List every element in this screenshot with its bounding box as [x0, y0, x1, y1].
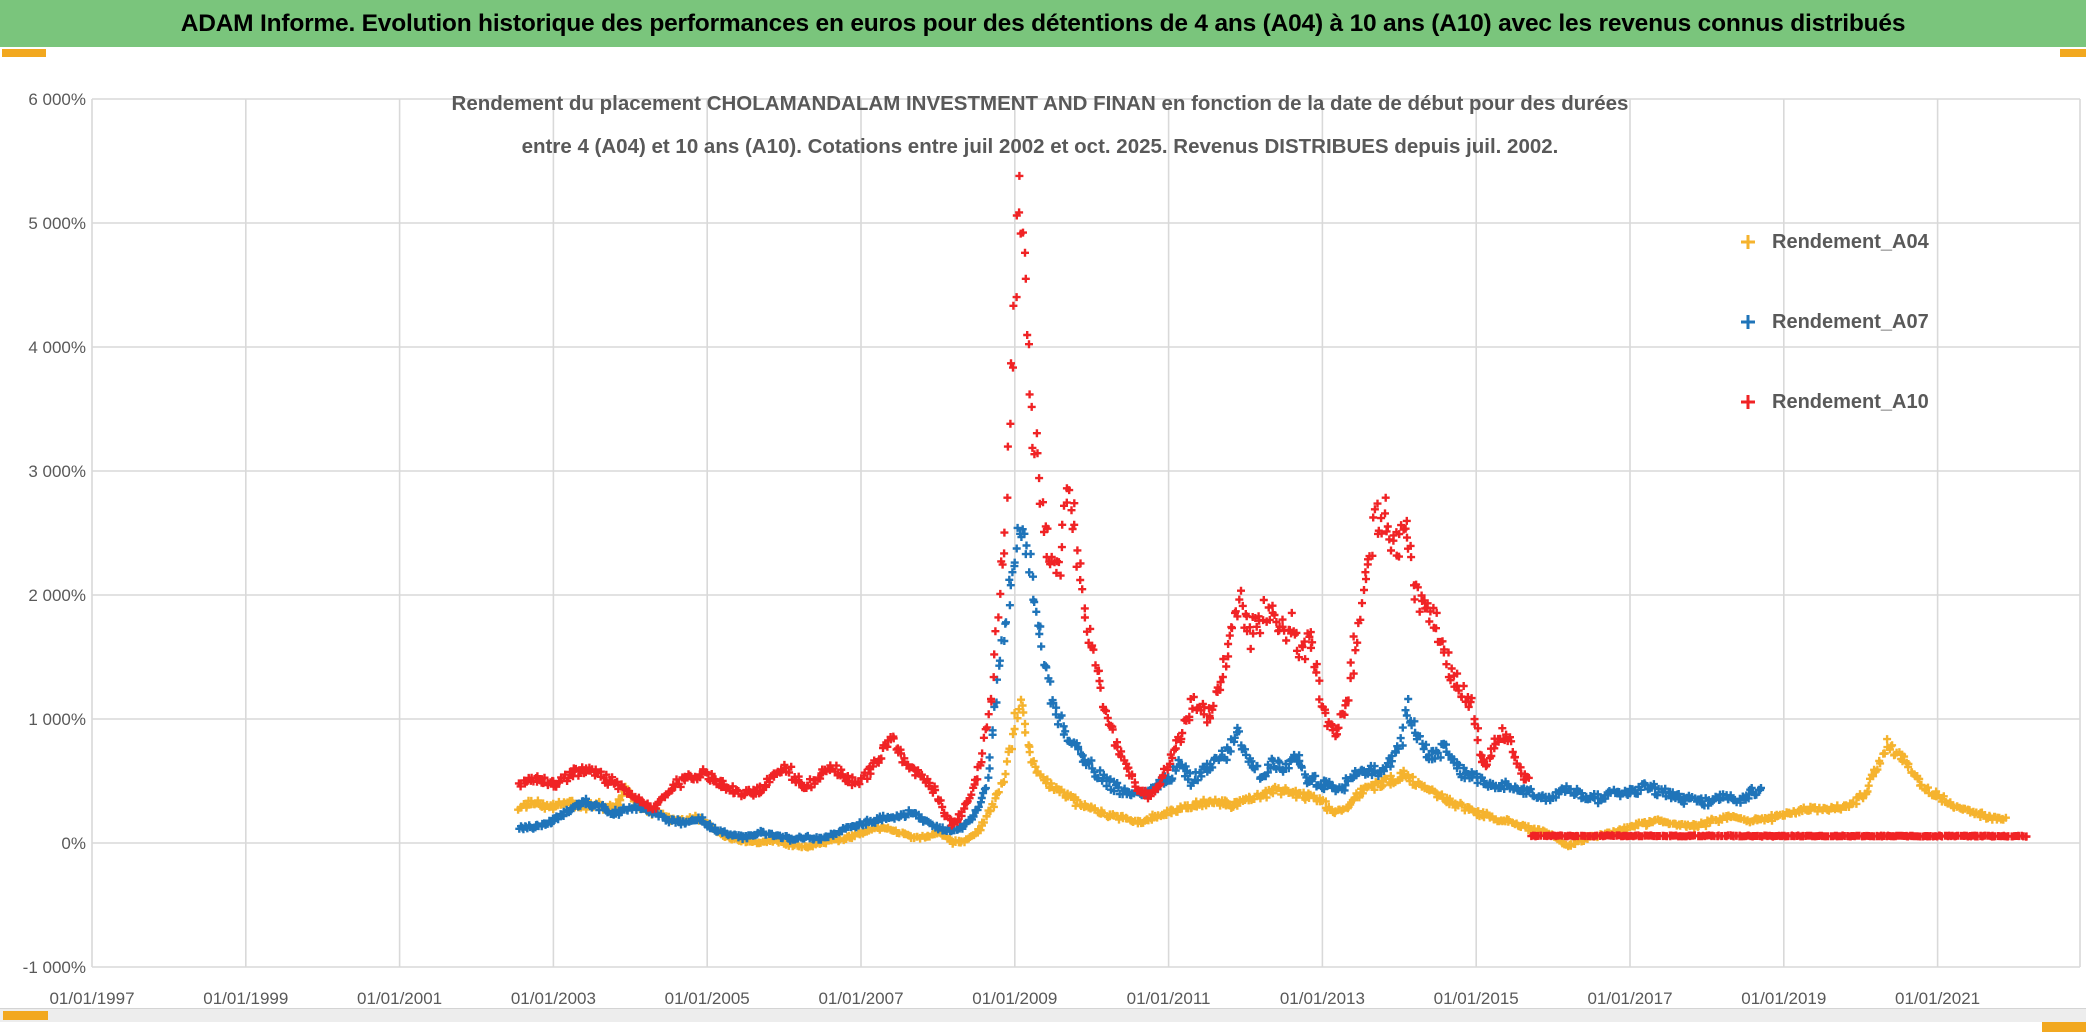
y-axis-tick-label: 0%: [61, 834, 86, 853]
y-axis-tick-label: 5 000%: [28, 214, 86, 233]
legend-item-Rendement_A04: Rendement_A04: [1738, 202, 1929, 282]
performance-scatter-chart: 6 000% 5 000% 4 000% 3 000% 2 000% 1 000% 0% -1…: [23, 90, 2081, 1008]
legend-label: Rendement_A07: [1772, 310, 1929, 333]
x-axis-tick-label: 01/01/1999: [203, 989, 288, 1008]
plus-marker-icon: [1741, 395, 1755, 409]
chart-object: 6 000% 5 000% 4 000% 3 000% 2 000% 1 000% 0% -1…: [0, 57, 2086, 1008]
x-axis-tick-label: 01/01/2001: [357, 989, 442, 1008]
orange-accent-top-right-h: [2060, 49, 2086, 57]
chart-legend: Rendement_A04 Rendement_A07 Rendement_A1…: [1738, 202, 1929, 442]
orange-accent-bottom-right-h: [2042, 1022, 2086, 1032]
orange-accent-top-left: [2, 49, 46, 57]
series-Rendement_A07: [515, 523, 1765, 845]
header-title: ADAM Informe. Evolution historique des p…: [180, 9, 1906, 37]
horizontal-scrollbar[interactable]: [0, 1009, 2086, 1022]
plus-marker-icon: [1741, 315, 1755, 329]
y-axis-tick-label: 3 000%: [28, 462, 86, 481]
x-axis-tick-label: 01/01/1997: [49, 989, 134, 1008]
x-axis-tick-label: 01/01/2005: [665, 989, 750, 1008]
x-axis-tick-label: 01/01/2015: [1434, 989, 1519, 1008]
x-axis-tick-label: 01/01/2013: [1280, 989, 1365, 1008]
x-axis-tick-label: 01/01/2009: [972, 989, 1057, 1008]
chart-title-line1: Rendement du placement CHOLAMANDALAM INV…: [451, 92, 1629, 115]
y-axis-tick-label: 1 000%: [28, 710, 86, 729]
scrollbar-thumb[interactable]: [3, 1011, 48, 1020]
y-axis-tick-label: 2 000%: [28, 586, 86, 605]
x-axis-tick-label: 01/01/2003: [511, 989, 596, 1008]
y-axis-tick-label: 4 000%: [28, 338, 86, 357]
plus-marker-icon: [1741, 235, 1755, 249]
x-axis-tick-label: 01/01/2019: [1741, 989, 1826, 1008]
legend-label: Rendement_A10: [1772, 390, 1929, 413]
x-axis-tick-label: 01/01/2011: [1127, 989, 1211, 1008]
chart-gridlines: [91, 98, 2081, 968]
sheet-divider-line: [0, 1008, 2086, 1009]
x-axis-tick-label: 01/01/2007: [818, 989, 903, 1008]
legend-item-Rendement_A10: Rendement_A10: [1738, 362, 1929, 442]
series-Rendement_A10: [514, 171, 2031, 841]
legend-item-Rendement_A07: Rendement_A07: [1738, 282, 1929, 362]
x-axis-tick-label: 01/01/2017: [1587, 989, 1672, 1008]
y-axis-tick-label: -1 000%: [23, 958, 86, 977]
y-axis-tick-label: 6 000%: [28, 90, 86, 109]
chart-title-line2: entre 4 (A04) et 10 ans (A10). Cotations…: [521, 135, 1559, 158]
chart-title: Rendement du placement CHOLAMANDALAM INV…: [300, 82, 1780, 168]
header-banner: ADAM Informe. Evolution historique des p…: [0, 0, 2086, 47]
x-axis-tick-label: 01/01/2021: [1895, 989, 1980, 1008]
legend-label: Rendement_A04: [1772, 230, 1929, 253]
